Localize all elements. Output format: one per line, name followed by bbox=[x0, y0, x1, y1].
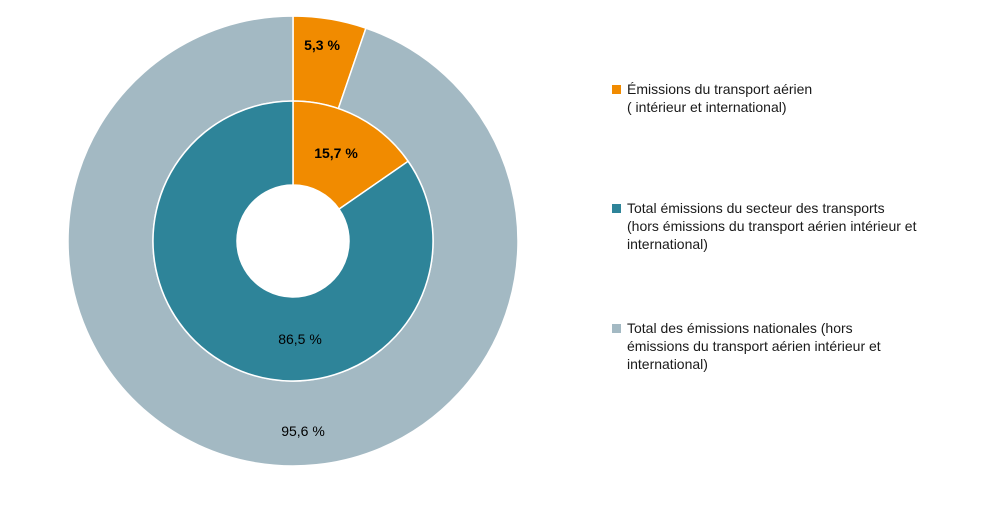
legend-line: Total émissions du secteur des transport… bbox=[627, 200, 885, 216]
legend-line: émissions du transport aérien intérieur … bbox=[627, 338, 881, 354]
legend-line: ( intérieur et international) bbox=[627, 99, 787, 115]
legend-line: international) bbox=[627, 236, 708, 252]
legend-label-national: Total des émissions nationales (hors émi… bbox=[627, 319, 881, 373]
label-outer-aviation: 5,3 % bbox=[304, 37, 340, 53]
label-inner-aviation: 15,7 % bbox=[314, 145, 358, 161]
legend-line: Émissions du transport aérien bbox=[627, 81, 813, 97]
legend-item-transport-sector: Total émissions du secteur des transport… bbox=[612, 199, 916, 253]
legend-label-aviation: Émissions du transport aérien ( intérieu… bbox=[627, 80, 812, 116]
label-outer-national: 95,6 % bbox=[281, 423, 325, 439]
legend-label-transport-sector: Total émissions du secteur des transport… bbox=[627, 199, 916, 253]
legend-line: (hors émissions du transport aérien inté… bbox=[627, 218, 917, 234]
legend-line: Total des émissions nationales (hors bbox=[627, 320, 853, 336]
label-inner-transport: 86,5 % bbox=[278, 331, 322, 347]
legend-swatch-aviation bbox=[612, 85, 621, 94]
legend: Émissions du transport aérien ( intérieu… bbox=[612, 0, 997, 506]
data-labels: 5,3 % 95,6 % 15,7 % 86,5 % bbox=[278, 37, 358, 439]
legend-line: international) bbox=[627, 356, 708, 372]
legend-item-national: Total des émissions nationales (hors émi… bbox=[612, 319, 881, 373]
legend-item-aviation: Émissions du transport aérien ( intérieu… bbox=[612, 80, 812, 116]
doughnut-chart: 5,3 % 95,6 % 15,7 % 86,5 % bbox=[67, 15, 519, 467]
legend-swatch-national bbox=[612, 324, 621, 333]
legend-swatch-transport-sector bbox=[612, 204, 621, 213]
doughnut-hole bbox=[237, 185, 349, 297]
